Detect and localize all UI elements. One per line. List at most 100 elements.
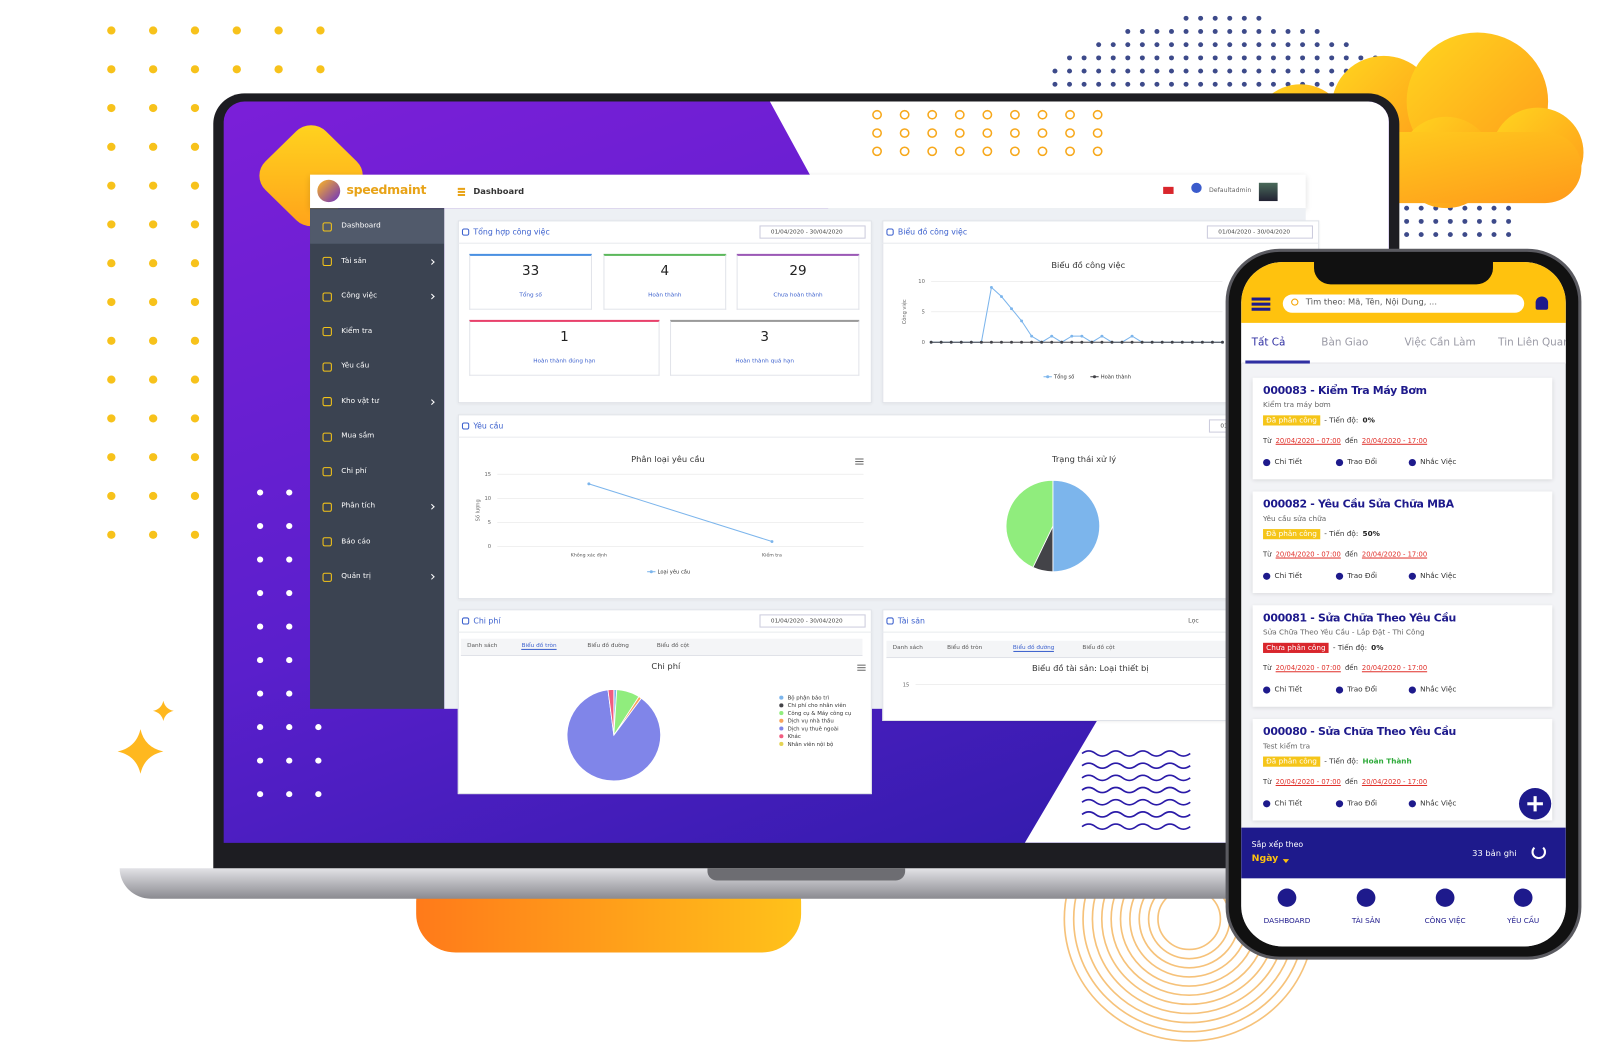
to-label: đến [1345,550,1358,559]
task-card[interactable]: 000083 - Kiểm Tra Máy Bơm Kiểm tra máy bơ… [1252,377,1553,480]
phone-tab[interactable]: Bàn Giao [1321,337,1369,349]
legend-label: Công cụ & Máy công cụ [788,710,852,717]
decor-dot [1139,29,1145,34]
decor-dot [286,522,293,530]
task-action[interactable]: Chi Tiết [1274,571,1303,580]
nav-label[interactable]: YÊU CẦU [1507,916,1540,926]
menu-label[interactable]: Báo cáo [341,536,371,545]
tab[interactable]: Danh sách [892,644,923,651]
decor-dot [256,724,264,731]
tab[interactable]: Danh sách [467,642,498,649]
data-point [1130,334,1134,338]
tab[interactable]: Biểu đồ tròn [947,644,983,651]
data-point [1070,340,1074,344]
nav-icon[interactable] [1277,888,1297,907]
decor-ring-dot [1037,109,1048,120]
task-action[interactable]: Trao Đổi [1347,571,1378,580]
menu-label[interactable]: Tài sản [341,256,367,265]
tab[interactable]: Biểu đồ đường [587,642,629,649]
pie-slice [566,689,662,782]
decor-dot [1081,81,1087,87]
task-action[interactable]: Nhắc Việc [1420,571,1457,580]
decor-dot [107,103,116,113]
stat-label: Chưa hoàn thành [773,292,823,299]
decor-dot [1154,68,1160,74]
nav-label[interactable]: DASHBOARD [1263,916,1311,926]
decor-dot [1212,15,1218,21]
tab[interactable]: Biểu đồ tròn [521,642,557,650]
task-action[interactable]: Nhắc Việc [1420,799,1457,808]
card-header-line [882,242,1320,244]
decor-dot [315,724,322,731]
tab[interactable]: Biểu đồ cột [1082,644,1115,651]
add-button[interactable] [1518,788,1552,820]
nav-label[interactable]: TÀI SẢN [1351,916,1381,926]
task-action[interactable]: Chi Tiết [1274,685,1303,694]
y-tick-label: 0 [922,340,925,346]
decor-dot [148,220,158,229]
menu-label[interactable]: Kho vật tư [341,396,379,405]
task-action[interactable]: Trao Đổi [1347,685,1378,694]
menu-label[interactable]: Mua sắm [341,431,375,440]
data-point [1110,340,1114,344]
task-action[interactable]: Chi Tiết [1274,799,1303,808]
task-action[interactable]: Nhắc Việc [1420,457,1457,467]
data-point [1010,307,1013,311]
nav-icon[interactable] [1356,888,1376,907]
decor-dot [1506,232,1512,238]
date-range[interactable]: 01/04/2020 - 30/04/2020 [1206,225,1313,239]
phone-tab[interactable]: Việc Cần Làm [1404,337,1476,349]
card-icon [886,617,894,625]
search-box[interactable]: Tìm theo: Mã, Tên, Nội Dung, ... [1282,294,1525,313]
bell-icon[interactable] [1535,296,1549,310]
task-card[interactable]: 000080 - Sửa Chữa Theo Yêu Cầu Test kiểm … [1252,718,1553,821]
decor-dot [1329,42,1335,48]
decor-dot [1227,68,1233,74]
decor-ring-dot [1065,109,1075,120]
sort-value[interactable]: Ngày [1251,854,1279,865]
tab[interactable]: Biểu đồ cột [656,642,690,649]
decor-dot [1285,42,1291,48]
decor-dot [1139,55,1145,61]
nav-icon[interactable] [1435,888,1455,907]
legend-swatch [779,695,784,700]
task-card[interactable]: 000082 - Yêu Cầu Sửa Chữa MBA Yêu cầu sửa… [1252,491,1553,594]
date-range[interactable]: 01/04/2020 - 30/04/2020 [759,614,866,628]
task-card[interactable]: 000081 - Sửa Chữa Theo Yêu Cầu Sửa Chữa T… [1252,605,1553,707]
legend-label: Chi phí cho nhân viên [788,702,847,709]
decor-dot [286,590,293,597]
task-action[interactable]: Nhắc Việc [1420,685,1457,694]
refresh-icon[interactable] [1531,844,1547,860]
stat-box [736,253,860,310]
menu-icon [322,397,332,407]
menu-label[interactable]: Yêu cầu [341,361,370,370]
nav-icon[interactable] [1513,888,1533,907]
menu-label[interactable]: Quản trị [341,571,371,580]
start-date: 20/04/2020 - 07:00 [1275,664,1341,673]
date-range[interactable]: 01/04/2020 - 30/04/2020 [759,225,866,239]
stat-box [469,319,660,376]
task-action[interactable]: Trao Đổi [1347,799,1378,808]
decor-ring-dot [1065,128,1075,138]
decor-dot [107,375,116,384]
card [457,414,1322,600]
decor-dot [1506,205,1512,211]
laptop-notch [707,868,906,881]
menu-label[interactable]: Chi phí [341,466,367,475]
task-action[interactable]: Trao Đổi [1347,457,1378,467]
menu-label[interactable]: Dashboard [341,221,381,230]
menu-label[interactable]: Kiểm tra [341,326,373,335]
tab[interactable]: Biểu đồ đường [1012,644,1055,652]
decor-dot [190,336,200,345]
decor-dot [1300,68,1306,74]
decor-dot [148,142,158,151]
phone-tab[interactable]: Tất Cả [1251,337,1286,349]
menu-label[interactable]: Công việc [341,291,378,300]
task-dates: Từ 20/04/2020 - 07:00 đến 20/04/2020 - 17:0… [1263,550,1427,558]
card-title: Tổng hợp công việc [473,227,550,237]
task-action[interactable]: Chi Tiết [1274,457,1303,467]
phone-tab[interactable]: Tin Liên Quan [1498,337,1566,349]
menu-label[interactable]: Phân tích [341,501,376,510]
decor-dot [1404,205,1410,211]
nav-label[interactable]: CÔNG VIỆC [1424,916,1466,926]
